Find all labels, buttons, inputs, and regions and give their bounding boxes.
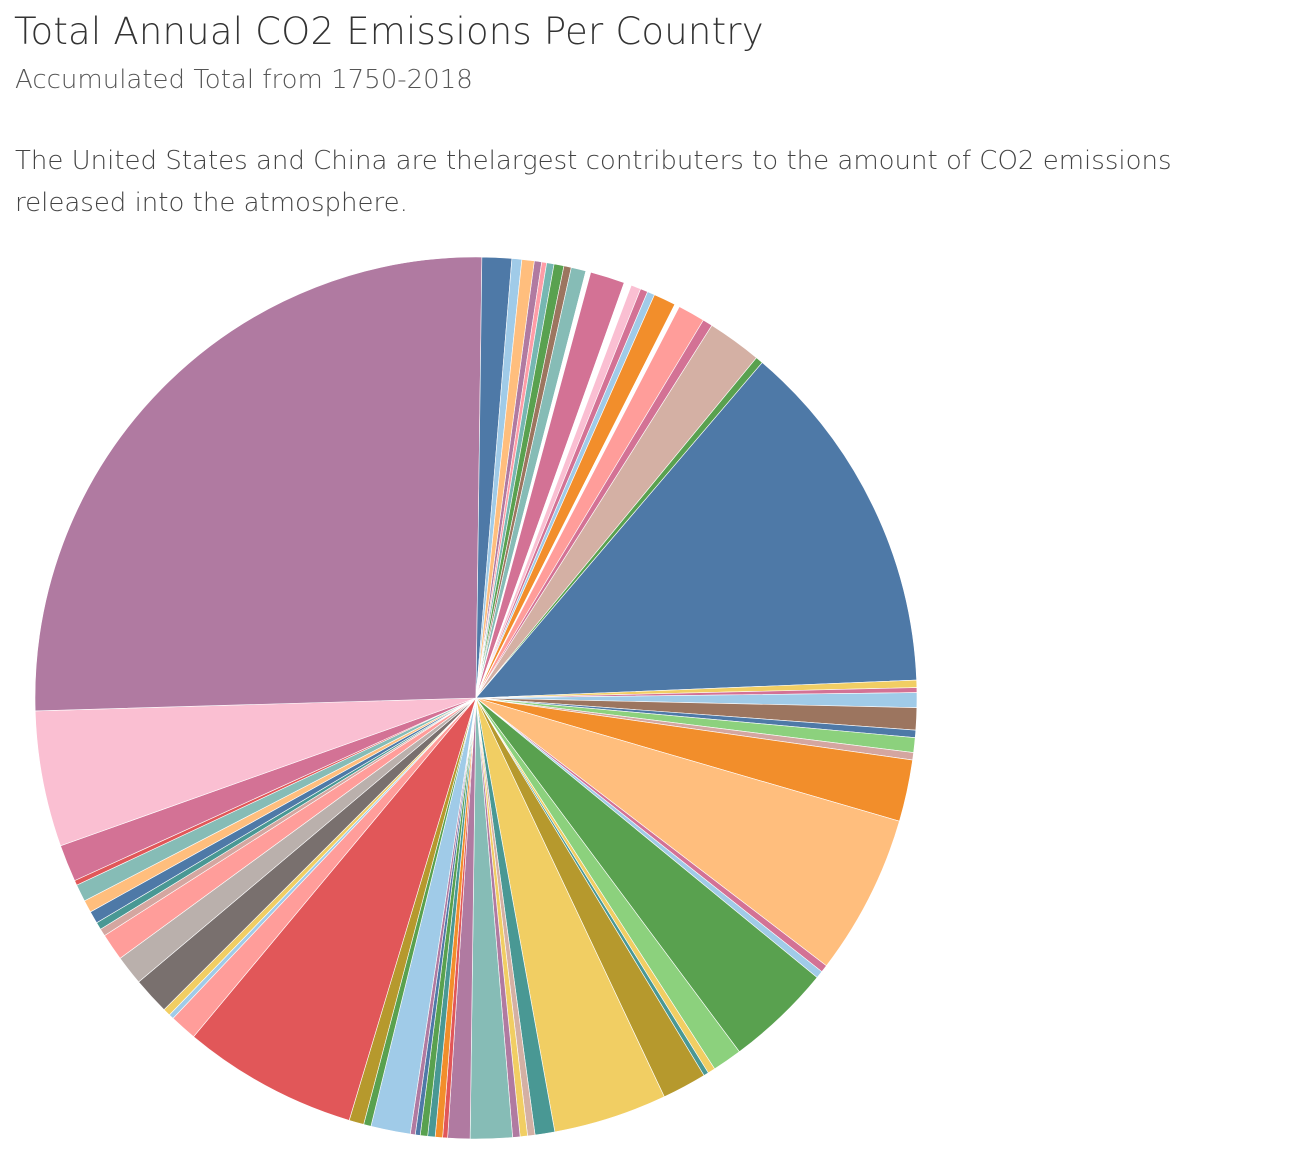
pie-slice-19[interactable] (475, 362, 917, 699)
pie-slice-67[interactable] (34, 256, 483, 712)
pie-slice-28[interactable] (475, 697, 900, 967)
chart-caption: The United States and China are thelarge… (15, 146, 1172, 218)
pie-chart (34, 256, 918, 1140)
pie-slice-70[interactable] (475, 259, 535, 699)
chart-subtitle: Accumulated Total from 1750-2018 (15, 65, 473, 95)
chart-title: Total Annual CO2 Emissions Per Country (14, 10, 764, 53)
pie-slice-52[interactable] (193, 697, 477, 1121)
pie-slices (34, 256, 918, 1140)
